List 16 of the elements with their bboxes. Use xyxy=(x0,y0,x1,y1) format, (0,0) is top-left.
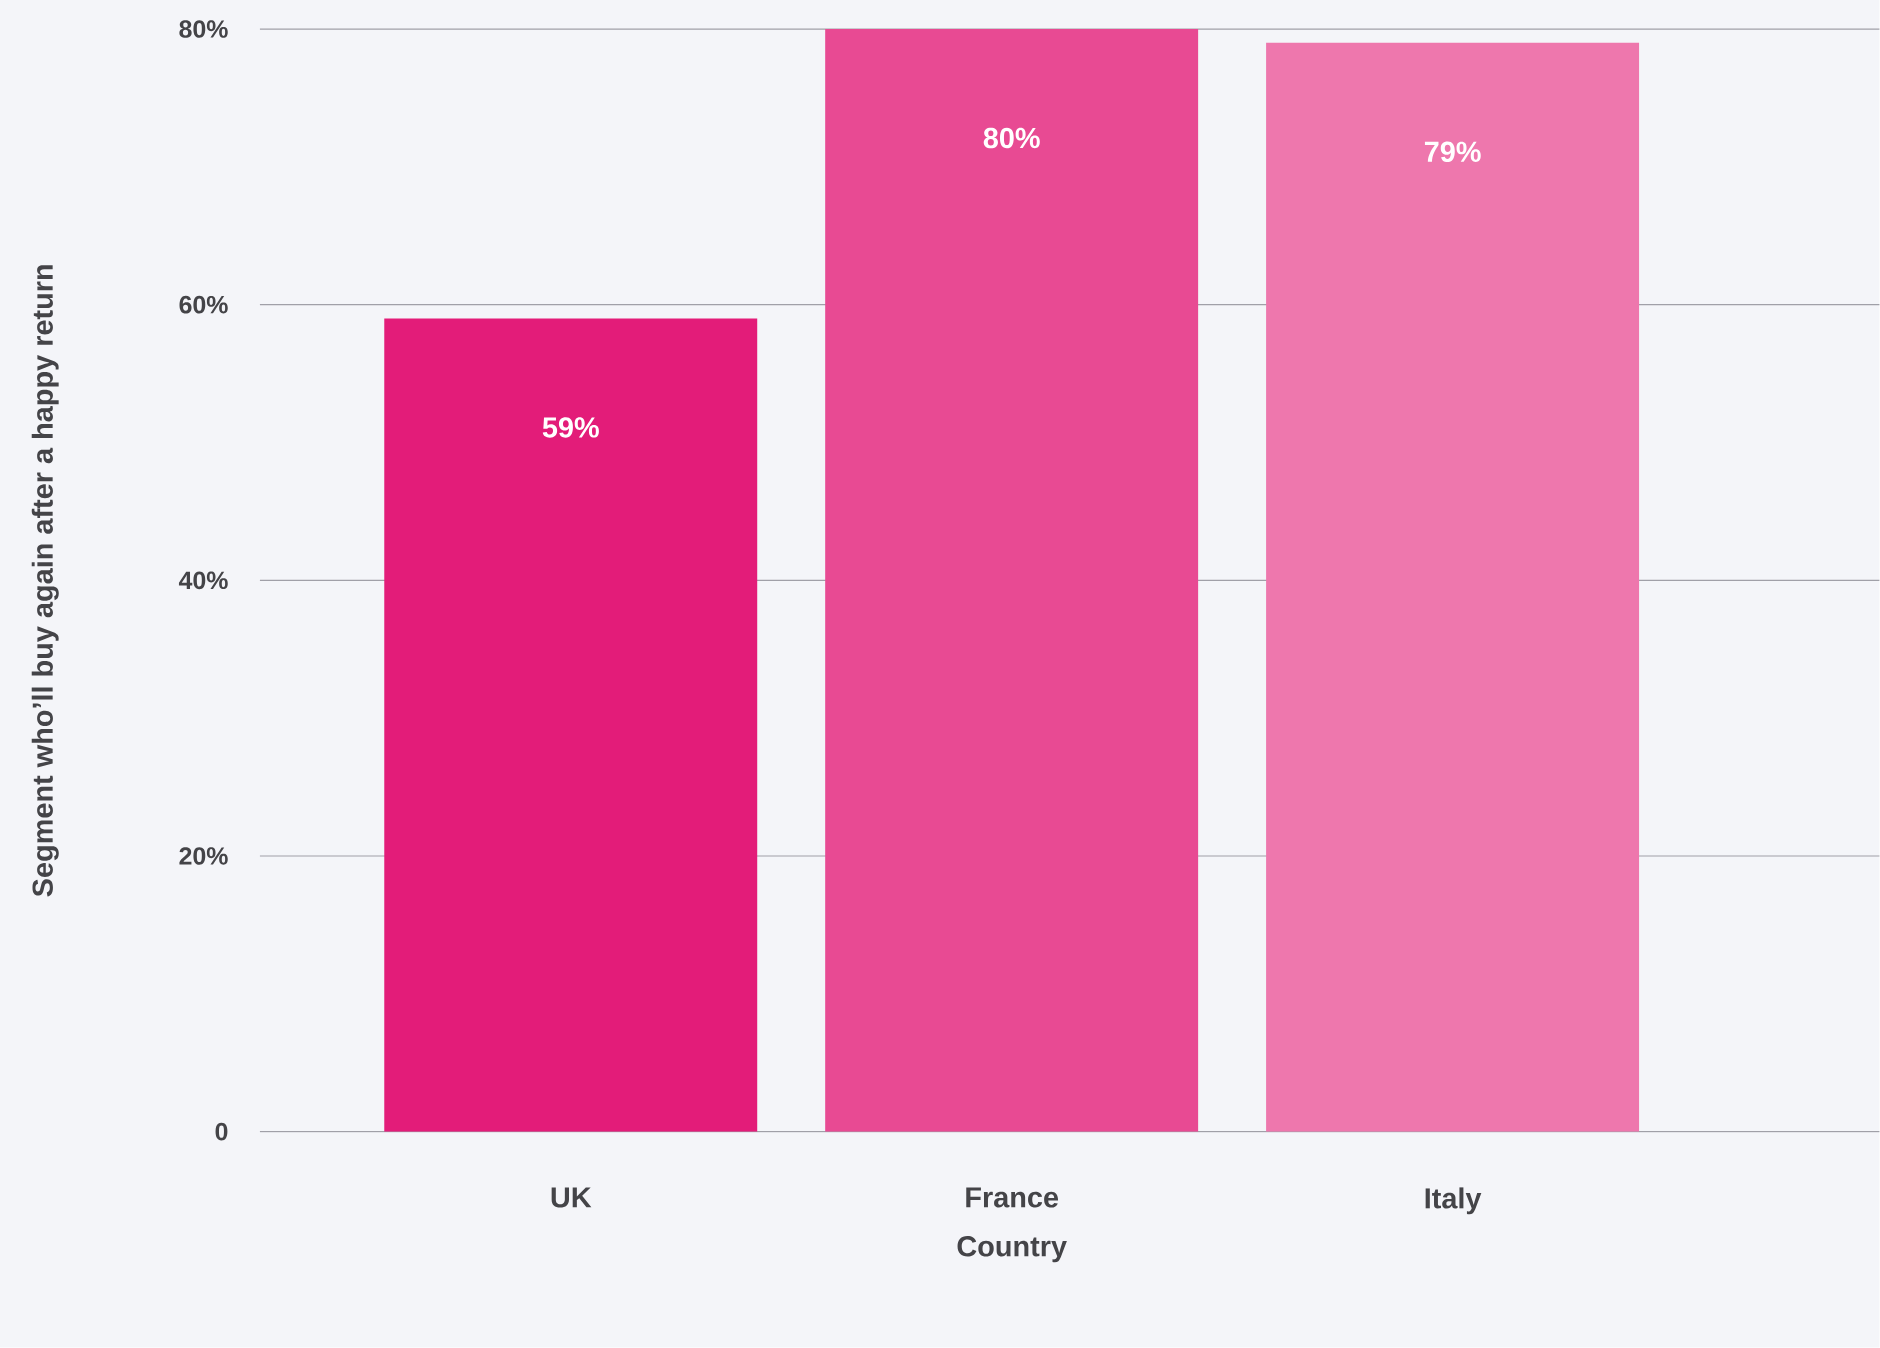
y-tick-label: 0 xyxy=(215,1123,228,1141)
x-tick-label: France xyxy=(966,1187,1059,1208)
y-axis-title: Segment who’ll buy again after a happy return xyxy=(31,265,59,897)
x-tick-label: UK xyxy=(551,1187,592,1208)
x-tick-label: Italy xyxy=(1425,1187,1482,1215)
data-label: 59% xyxy=(542,417,599,438)
y-tick-label: 20% xyxy=(179,847,228,866)
bar xyxy=(1266,43,1640,1132)
bar xyxy=(384,318,758,1132)
data-label: 80% xyxy=(983,128,1040,149)
bar xyxy=(825,29,1199,1132)
y-tick-label: 80% xyxy=(179,20,228,39)
y-tick-label: 40% xyxy=(178,571,228,590)
x-axis-title: Country xyxy=(957,1236,1067,1263)
y-tick-label: 60% xyxy=(179,296,228,314)
data-label: 79% xyxy=(1424,141,1481,163)
